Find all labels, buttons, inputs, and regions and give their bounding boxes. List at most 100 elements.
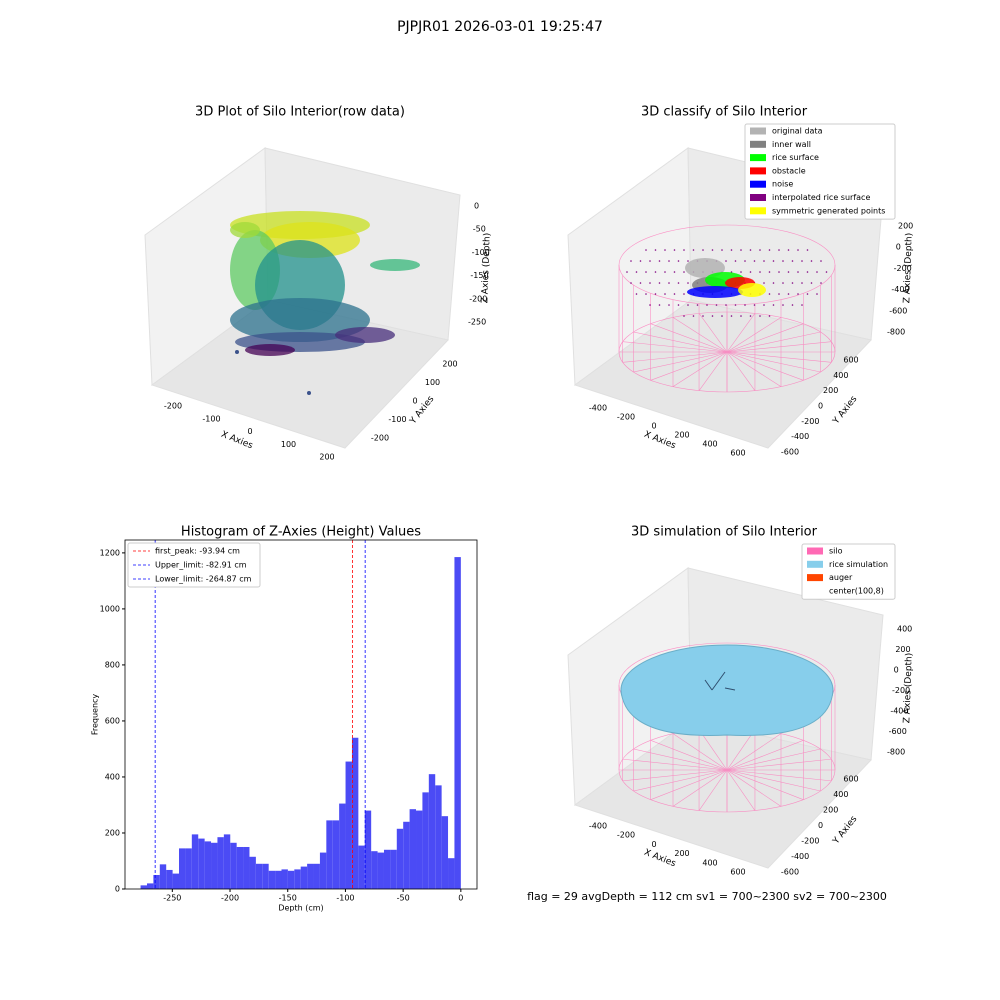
y-tick-label: -200 [801, 417, 819, 426]
point-cloud [687, 304, 689, 306]
point-cloud [782, 282, 784, 284]
legend-label: original data [772, 127, 823, 136]
silo-spoke [698, 769, 728, 811]
silo-spoke [650, 323, 728, 353]
legend-swatch [807, 560, 823, 568]
rice-surface-edge [620, 689, 834, 736]
point-cloud [816, 293, 818, 295]
point-cloud [630, 260, 632, 262]
bar [287, 870, 295, 889]
point-cloud [668, 282, 670, 284]
x-tick-label: 400 [702, 440, 717, 449]
point-cloud [810, 282, 813, 284]
legend-label: rice surface [772, 153, 819, 162]
legend-label: center(100,8) [829, 586, 884, 595]
bar [159, 864, 167, 889]
point-cloud [677, 304, 680, 306]
x-tick-label: 200 [674, 431, 689, 440]
point-cloud [649, 282, 651, 284]
legend-label: inner wall [772, 140, 811, 149]
z-axis-label: Z Axies (Depth) [902, 653, 914, 724]
point-cloud [692, 249, 695, 251]
point-cloud [801, 304, 803, 306]
point-cloud [626, 271, 628, 273]
silo-spoke [672, 317, 728, 353]
figure-title: PJPJR01 2026-03-01 19:25:47 [397, 19, 603, 35]
bar [448, 858, 455, 889]
silo-spoke [633, 769, 728, 792]
y-tick-label: 600 [843, 356, 858, 365]
point-cloud [725, 304, 727, 306]
silo-spoke [650, 351, 728, 381]
point-cloud [753, 304, 756, 306]
legend-swatch [807, 574, 823, 582]
point-cloud [630, 282, 632, 284]
y-tick-label: 400 [833, 790, 848, 799]
point-cloud [787, 249, 790, 251]
silo-spoke [633, 351, 728, 373]
y-tick-label: 200 [105, 828, 120, 837]
point-cloud [738, 283, 766, 297]
x-tick-label: 0 [651, 840, 656, 849]
point-cloud [730, 315, 733, 317]
x-tick-label: 600 [730, 868, 745, 877]
y-tick-label: 200 [823, 386, 838, 395]
x-tick-label: 200 [319, 453, 334, 462]
silo-spoke [726, 748, 821, 771]
y-tick-label: -200 [371, 434, 389, 443]
point-cloud [740, 315, 742, 317]
bar [371, 851, 378, 889]
x-axis-label: X Axies [643, 848, 678, 870]
bar [435, 785, 442, 889]
bar [172, 873, 180, 889]
point-cloud [235, 350, 239, 354]
bar [204, 841, 212, 889]
bar [268, 870, 276, 889]
point-cloud [778, 271, 780, 273]
legend-label: auger [829, 573, 853, 582]
point-cloud [797, 293, 799, 295]
y-tick-label: -200 [801, 837, 819, 846]
point-cloud [787, 271, 790, 273]
bar [166, 869, 173, 889]
z-tick-label: -400 [891, 285, 909, 294]
z-tick-label: 200 [898, 222, 913, 231]
point-cloud [658, 260, 661, 262]
point-cloud [687, 286, 743, 298]
point-cloud [806, 271, 809, 273]
legend-label: silo [829, 547, 843, 556]
y-tick-label: 800 [105, 660, 120, 669]
y-tick-label: 1000 [100, 604, 120, 613]
legend-swatch [807, 587, 823, 595]
x-tick-label: 200 [674, 849, 689, 858]
point-cloud [772, 304, 775, 306]
point-cloud [768, 271, 771, 273]
silo-spoke [672, 733, 728, 771]
silo-spoke [726, 729, 756, 771]
bar [217, 837, 224, 889]
point-cloud [772, 260, 775, 262]
bar [140, 885, 147, 889]
bar [281, 869, 288, 889]
legend-swatch [807, 547, 823, 555]
legend-box [744, 123, 896, 220]
y-tick-label: -100 [388, 415, 406, 424]
point-cloud [740, 271, 742, 273]
point-cloud [230, 222, 260, 238]
y-tick-label: -400 [791, 852, 809, 861]
x-tick-label: 0 [247, 427, 252, 436]
x-tick-label: -250 [163, 894, 181, 903]
bar [255, 863, 263, 889]
point-cloud [768, 293, 771, 295]
point-cloud [673, 293, 676, 295]
point-cloud [245, 344, 295, 356]
point-cloud [706, 304, 708, 306]
z-tick-label: 200 [895, 645, 910, 654]
point-cloud [664, 271, 666, 273]
point-cloud [797, 249, 799, 251]
point-cloud [763, 282, 765, 284]
point-cloud [635, 271, 638, 273]
footer: flag = 29 avgDepth = 112 cm sv1 = 700~23… [527, 890, 887, 903]
point-cloud [696, 304, 699, 306]
legend-label: obstacle [772, 166, 806, 175]
